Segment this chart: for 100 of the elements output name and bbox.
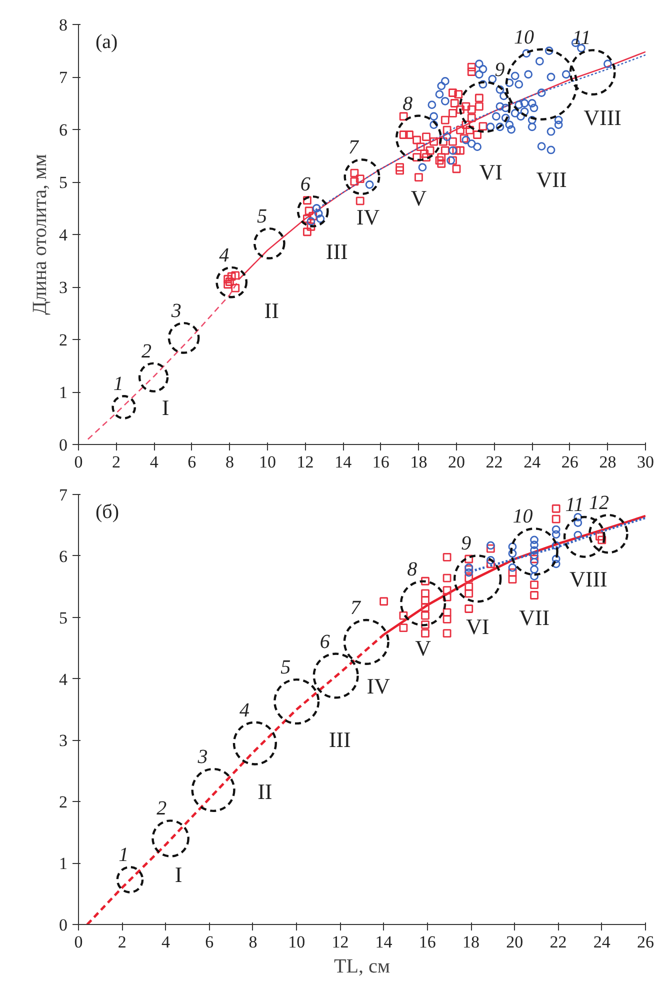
point — [421, 576, 430, 586]
point — [462, 102, 470, 111]
x-tick-label: 16 — [418, 932, 436, 952]
annotation: 11 — [572, 27, 591, 50]
annotation: 5 — [256, 206, 267, 228]
point — [306, 222, 316, 231]
x-tick-label: 30 — [637, 452, 654, 472]
annotation: 10 — [514, 26, 534, 48]
annotation: 3 — [196, 746, 208, 768]
y-tick-label: 5 — [59, 173, 68, 192]
x-tick-label: 28 — [599, 452, 616, 472]
point — [530, 580, 538, 589]
point — [452, 146, 461, 155]
point — [231, 271, 240, 280]
point — [231, 284, 240, 292]
x-tick-label: 22 — [486, 452, 503, 472]
point — [552, 514, 560, 524]
x-tick-label: 0 — [74, 452, 83, 472]
point — [552, 525, 560, 534]
point — [399, 624, 408, 632]
point — [412, 153, 422, 162]
point — [452, 164, 461, 174]
y-tick-label: 6 — [59, 120, 68, 140]
point — [530, 551, 538, 560]
x-tick-label: 10 — [259, 452, 276, 472]
point — [412, 136, 422, 144]
annotation: 12 — [589, 492, 610, 514]
point — [421, 589, 430, 598]
x-tick-label: 4 — [150, 452, 159, 472]
point — [464, 568, 474, 577]
point — [448, 88, 457, 97]
annotation: I — [174, 862, 182, 887]
annotation: 8 — [402, 92, 413, 115]
annotation: 2 — [142, 340, 152, 362]
annotation: VI — [479, 159, 502, 184]
annotation: V — [410, 185, 427, 210]
annotation: 1 — [113, 373, 124, 396]
annotation: 9 — [494, 59, 505, 82]
annotation: VI — [466, 614, 490, 640]
point — [396, 163, 404, 172]
y-axis-title: Длина отолита, мм — [29, 154, 51, 315]
x-tick-label: 12 — [332, 932, 349, 952]
x-tick-label: 18 — [410, 452, 428, 472]
point — [466, 126, 474, 134]
x-tick-label: 6 — [205, 932, 214, 952]
annotation: III — [326, 238, 348, 264]
point — [442, 574, 452, 582]
y-tick-label: 8 — [59, 16, 68, 34]
point — [380, 597, 388, 606]
point — [356, 174, 364, 184]
point — [421, 629, 430, 638]
annotation: II — [264, 298, 279, 323]
point — [486, 544, 495, 553]
point — [530, 558, 538, 566]
annotation: 4 — [219, 244, 230, 266]
point — [454, 90, 463, 99]
point — [508, 575, 517, 584]
point — [356, 196, 364, 206]
point — [552, 541, 560, 550]
x-tick-label: 10 — [288, 932, 306, 952]
point — [435, 156, 444, 165]
annotation: IV — [366, 673, 390, 698]
point — [227, 272, 236, 281]
point — [552, 504, 560, 513]
point — [456, 105, 464, 114]
point — [464, 604, 474, 613]
annotation: I — [162, 394, 170, 420]
annotation: 2 — [156, 798, 167, 820]
point — [467, 68, 476, 76]
x-tick-label: 20 — [506, 932, 524, 952]
point — [442, 592, 452, 602]
point — [399, 611, 408, 620]
point — [530, 554, 538, 564]
point — [552, 554, 560, 564]
point — [421, 620, 430, 629]
annotation: III — [328, 727, 351, 752]
point — [508, 542, 517, 551]
point — [302, 196, 312, 205]
y-tick-label: 2 — [59, 792, 68, 812]
y-tick-label: 6 — [59, 546, 68, 566]
y-tick-label: 0 — [59, 436, 68, 454]
annotation: 7 — [350, 596, 362, 619]
point — [467, 105, 476, 114]
point — [442, 552, 452, 562]
annotation: 9 — [461, 532, 472, 555]
y-tick-label: 4 — [59, 670, 68, 689]
point — [530, 572, 538, 580]
x-tick-label: 8 — [248, 932, 258, 952]
point — [530, 546, 538, 555]
point — [467, 62, 476, 72]
annotation: VII — [536, 166, 567, 192]
y-tick-label: 7 — [59, 486, 68, 504]
point — [442, 615, 452, 624]
point — [486, 541, 495, 550]
point — [508, 549, 517, 558]
y-tick-label: 1 — [59, 383, 68, 402]
point — [437, 159, 446, 168]
y-tick-label: 2 — [59, 330, 68, 350]
x-tick-label: 6 — [188, 452, 196, 472]
x-tick-label: 14 — [334, 452, 352, 472]
